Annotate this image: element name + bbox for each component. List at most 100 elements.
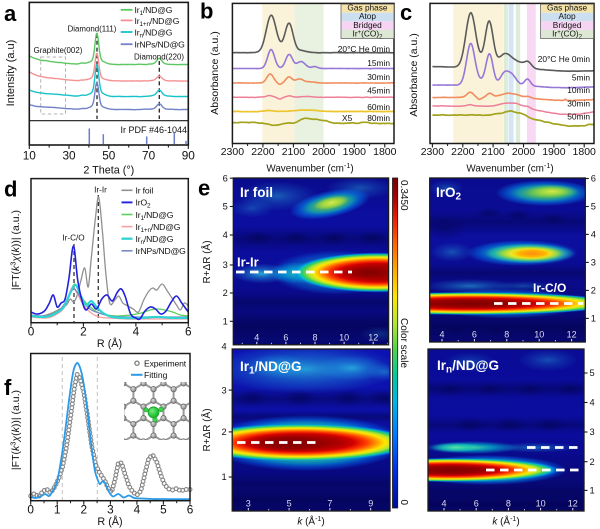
- svg-text:b: b: [200, 0, 213, 24]
- svg-text:Ir1/ND@G: Ir1/ND@G: [240, 359, 302, 377]
- svg-text:45min: 45min: [367, 86, 390, 96]
- svg-text:Absorbance (a.u.): Absorbance (a.u.): [209, 31, 221, 114]
- svg-text:Ir-Ir: Ir-Ir: [94, 186, 107, 195]
- svg-text:Ir-C/O: Ir-C/O: [533, 281, 566, 295]
- svg-text:4: 4: [590, 398, 595, 408]
- svg-text:Atop: Atop: [359, 11, 376, 21]
- svg-text:5: 5: [160, 503, 167, 517]
- svg-text:Ir+(CO)2: Ir+(CO)2: [353, 28, 384, 40]
- svg-text:5: 5: [590, 368, 595, 378]
- svg-text:Gas phase: Gas phase: [547, 3, 588, 13]
- svg-text:5: 5: [223, 202, 228, 212]
- svg-text:1: 1: [54, 503, 61, 517]
- svg-text:6: 6: [223, 173, 228, 183]
- svg-text:Wavenumber (cm-1): Wavenumber (cm-1): [466, 161, 553, 175]
- svg-text:4: 4: [439, 330, 444, 340]
- svg-text:1800: 1800: [573, 146, 597, 158]
- svg-text:15min: 15min: [367, 58, 390, 68]
- svg-text:1: 1: [223, 317, 228, 327]
- svg-text:6: 6: [283, 333, 288, 343]
- svg-text:IrNPs/ND@G: IrNPs/ND@G: [136, 246, 187, 256]
- svg-text:Irn/ND@G: Irn/ND@G: [136, 234, 174, 246]
- svg-text:Ir foil: Ir foil: [240, 185, 273, 200]
- svg-text:IrNPs/ND@G: IrNPs/ND@G: [135, 40, 186, 50]
- svg-text:2100: 2100: [282, 146, 306, 158]
- svg-text:f: f: [4, 375, 12, 400]
- svg-text:|FT(k3χ(k))| (a.u.): |FT(k3χ(k))| (a.u.): [9, 390, 23, 470]
- svg-text:Ir1/ND@G: Ir1/ND@G: [136, 210, 174, 222]
- svg-text:Graphite(002): Graphite(002): [34, 46, 83, 55]
- svg-text:6: 6: [474, 499, 479, 509]
- svg-text:10: 10: [339, 333, 349, 343]
- svg-text:3: 3: [223, 260, 228, 270]
- svg-text:2000: 2000: [512, 146, 536, 158]
- svg-text:6: 6: [187, 503, 194, 517]
- svg-text:30min: 30min: [567, 99, 590, 109]
- svg-text:Fitting: Fitting: [144, 370, 168, 380]
- svg-text:10min: 10min: [567, 85, 590, 95]
- svg-text:Intensity (a.u): Intensity (a.u): [5, 40, 17, 107]
- svg-text:1: 1: [590, 486, 595, 496]
- svg-text:10: 10: [534, 330, 544, 340]
- svg-text:d: d: [4, 177, 17, 202]
- svg-text:4: 4: [441, 499, 446, 509]
- svg-text:30min: 30min: [367, 72, 390, 82]
- svg-text:IrO2: IrO2: [436, 185, 462, 203]
- svg-text:e: e: [198, 176, 210, 201]
- svg-text:5: 5: [287, 499, 292, 509]
- svg-text:X5: X5: [342, 113, 353, 123]
- svg-text:2300: 2300: [221, 146, 245, 158]
- svg-text:4: 4: [222, 341, 227, 351]
- svg-text:Ir-C/O: Ir-C/O: [62, 234, 84, 243]
- svg-text:Gas phase: Gas phase: [347, 3, 388, 13]
- svg-text:2: 2: [223, 288, 228, 298]
- svg-text:30: 30: [62, 149, 76, 163]
- svg-text:Color scale: Color scale: [398, 318, 409, 368]
- svg-text:R (Å): R (Å): [97, 337, 122, 350]
- svg-text:12: 12: [567, 330, 577, 340]
- svg-text:2100: 2100: [481, 146, 505, 158]
- svg-text:k (Å-1): k (Å-1): [492, 515, 519, 528]
- svg-text:6: 6: [185, 325, 192, 339]
- svg-text:1900: 1900: [542, 146, 566, 158]
- svg-text:R+ΔR (Å): R+ΔR (Å): [200, 240, 213, 283]
- svg-text:5: 5: [591, 202, 596, 212]
- svg-text:4: 4: [254, 333, 259, 343]
- svg-text:2000: 2000: [312, 146, 336, 158]
- svg-text:6: 6: [591, 174, 596, 184]
- svg-text:Bridged: Bridged: [553, 20, 582, 30]
- svg-text:4: 4: [134, 503, 141, 517]
- svg-text:Wavenumber (cm-1): Wavenumber (cm-1): [266, 161, 353, 175]
- svg-text:a: a: [4, 1, 17, 26]
- svg-text:2: 2: [591, 286, 596, 296]
- svg-text:2200: 2200: [451, 146, 475, 158]
- svg-text:8: 8: [312, 333, 317, 343]
- svg-text:10: 10: [23, 149, 37, 163]
- svg-text:1: 1: [222, 472, 227, 482]
- svg-text:80min: 80min: [367, 113, 390, 123]
- svg-text:20°C He 0min: 20°C He 0min: [338, 44, 391, 54]
- svg-text:Ir-Ir: Ir-Ir: [237, 255, 259, 270]
- svg-text:2300: 2300: [421, 146, 445, 158]
- svg-text:Irn/ND@G: Irn/ND@G: [135, 27, 173, 39]
- svg-text:4: 4: [223, 230, 228, 240]
- svg-text:3: 3: [222, 385, 227, 395]
- svg-text:90: 90: [182, 149, 196, 163]
- svg-text:20°C He 0min: 20°C He 0min: [538, 54, 591, 64]
- svg-text:7: 7: [327, 499, 332, 509]
- svg-text:8: 8: [504, 330, 509, 340]
- svg-text:2: 2: [590, 457, 595, 467]
- svg-text:Diamond(220): Diamond(220): [134, 53, 184, 62]
- svg-text:2 Theta (°): 2 Theta (°): [83, 164, 134, 176]
- svg-text:Atop: Atop: [559, 11, 576, 21]
- svg-text:0.3450: 0.3450: [398, 180, 409, 211]
- svg-text:2200: 2200: [251, 146, 275, 158]
- svg-text:8: 8: [506, 499, 511, 509]
- svg-text:1: 1: [591, 314, 596, 324]
- svg-text:70: 70: [142, 149, 156, 163]
- svg-text:Ir1/ND@G: Ir1/ND@G: [135, 5, 173, 17]
- svg-text:3: 3: [591, 258, 596, 268]
- svg-text:50min: 50min: [567, 112, 590, 122]
- svg-text:Experiment: Experiment: [144, 359, 187, 369]
- svg-text:c: c: [400, 0, 412, 25]
